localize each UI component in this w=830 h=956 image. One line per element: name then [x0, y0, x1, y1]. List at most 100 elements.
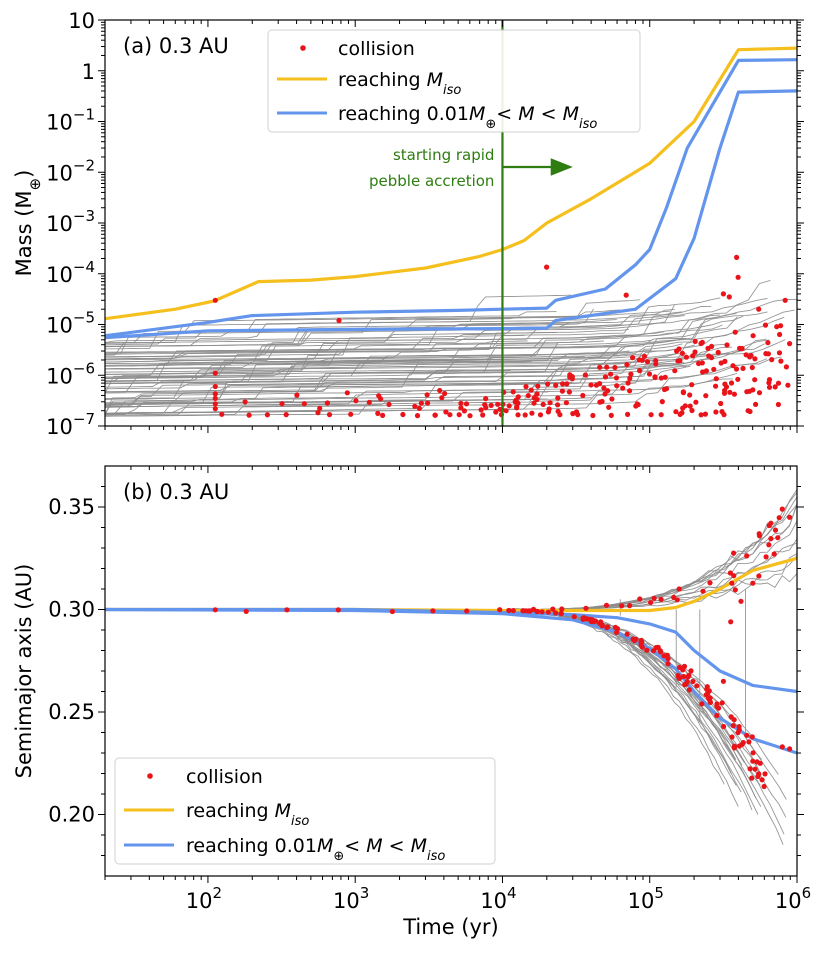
collision-marker [692, 349, 698, 355]
collision-marker [720, 291, 727, 297]
collision-marker [749, 364, 755, 371]
x-tick-label: 105 [628, 884, 664, 913]
collision-marker [683, 354, 690, 360]
collision-marker [665, 661, 671, 667]
y-tick-label: 10−3 [46, 207, 95, 236]
collision-marker [242, 399, 248, 405]
collision-marker [534, 391, 540, 397]
embryo-track [105, 349, 652, 379]
collision-marker [735, 376, 741, 382]
embryo-track [105, 316, 738, 370]
embryo-track [105, 319, 617, 375]
collision-marker [353, 398, 359, 404]
collision-marker [301, 401, 307, 407]
collision-marker [375, 410, 381, 416]
collision-marker [779, 744, 785, 750]
collision-marker [648, 599, 654, 606]
y-tick-label: 10−5 [46, 309, 95, 338]
collision-marker [583, 605, 589, 611]
collision-marker [750, 387, 756, 393]
collision-marker [344, 390, 350, 396]
collision-marker [700, 588, 706, 594]
collision-marker [624, 631, 630, 637]
collision-marker [515, 412, 521, 418]
collision-marker [653, 361, 659, 367]
collision-marker [679, 410, 685, 416]
collision-marker [497, 607, 503, 613]
collision-marker [659, 399, 665, 405]
series-line-2 [105, 89, 797, 340]
collision-marker [778, 358, 784, 364]
collision-marker [735, 274, 741, 280]
collision-marker [728, 619, 734, 625]
collision-marker [740, 365, 746, 371]
collision-marker [662, 374, 668, 380]
collision-marker [219, 411, 225, 417]
collision-marker [744, 389, 750, 395]
collision-marker [212, 370, 218, 376]
panel-b-y-ticks: 0.20 0.25 0.30 0.35 [48, 486, 804, 856]
collision-marker [425, 400, 431, 406]
collision-marker [761, 783, 767, 790]
panel-b-collision-markers [212, 506, 793, 790]
collision-marker [714, 701, 720, 707]
collision-marker [731, 717, 737, 723]
collision-marker [495, 401, 501, 407]
panel-a-mass: starting rapid pebble accretion 10−7 10−6… [12, 9, 804, 439]
collision-marker [684, 679, 690, 685]
collision-marker [765, 340, 771, 346]
collision-marker [698, 412, 704, 418]
vline-annotation-line1: starting rapid [393, 146, 494, 164]
series-line-0 [105, 556, 797, 613]
panel-a-series [105, 46, 797, 340]
embryo-track [105, 343, 725, 384]
collision-marker [721, 723, 727, 730]
collision-marker [681, 673, 687, 680]
legend-blue-label: reaching 0.01M⊕< M < Miso [338, 103, 597, 132]
collision-marker [624, 362, 630, 368]
collision-marker [747, 408, 753, 415]
collision-marker [212, 395, 218, 401]
y-tick-label: 10−1 [46, 106, 95, 135]
collision-marker [776, 515, 782, 521]
collision-marker [686, 672, 692, 679]
collision-marker [326, 412, 333, 418]
collision-marker [580, 392, 586, 399]
collision-marker [528, 387, 534, 393]
embryo-track [105, 353, 677, 388]
collision-marker [775, 535, 781, 541]
collision-marker [763, 351, 769, 357]
collision-marker [376, 393, 382, 399]
collision-marker [733, 366, 740, 372]
collision-marker [706, 695, 712, 702]
series-line-0 [105, 46, 797, 321]
collision-marker [746, 739, 752, 745]
collision-marker [732, 329, 738, 335]
collision-marker [775, 401, 782, 408]
collision-marker [638, 642, 644, 648]
collision-marker [687, 392, 693, 398]
collision-marker [545, 609, 551, 615]
collision-marker [639, 357, 645, 363]
collision-marker [559, 388, 566, 394]
x-tick-label: 106 [775, 884, 811, 913]
collision-marker [563, 400, 570, 406]
collision-marker [716, 705, 722, 711]
collision-marker [212, 297, 218, 303]
collision-marker [708, 355, 715, 361]
collision-marker [463, 401, 470, 407]
collision-marker [212, 401, 218, 407]
collision-marker [663, 386, 670, 392]
collision-marker [707, 699, 714, 706]
collision-marker [729, 734, 735, 740]
collision-marker [771, 551, 777, 557]
collision-marker [690, 678, 696, 685]
embryo-track [105, 370, 511, 400]
panel-b-legend: collision reaching Miso reaching 0.01M⊕<… [114, 757, 496, 865]
collision-marker [722, 381, 728, 387]
collision-marker [676, 586, 682, 592]
collision-marker [630, 355, 636, 361]
collision-marker [739, 345, 745, 352]
y-tick-label: 10−2 [46, 156, 95, 185]
collision-marker [729, 580, 735, 586]
